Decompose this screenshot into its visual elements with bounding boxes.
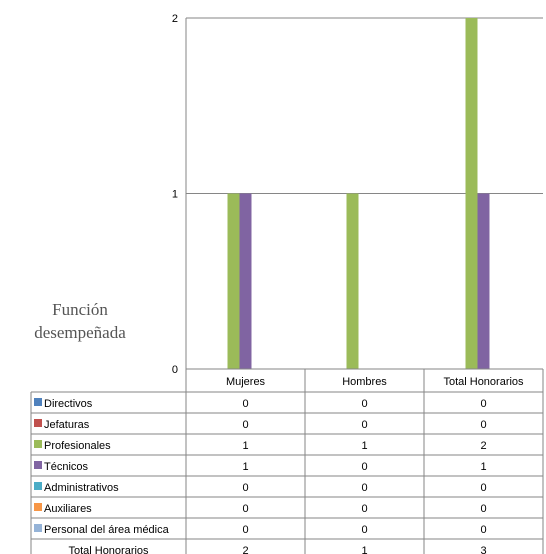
legend-key <box>34 482 42 490</box>
y-tick-label: 2 <box>172 13 178 25</box>
table-value: 3 <box>480 545 486 554</box>
table-value: 1 <box>480 461 486 473</box>
table-value: 0 <box>480 503 486 515</box>
legend-key <box>34 524 42 532</box>
table-value: 1 <box>361 440 367 452</box>
side-title-line1: Función <box>52 300 108 319</box>
table-value: 1 <box>242 440 248 452</box>
series-label: Profesionales <box>44 440 111 452</box>
table-value: 0 <box>242 419 248 431</box>
table-value: 0 <box>361 398 367 410</box>
table-value: 0 <box>480 524 486 536</box>
series-label: Personal del área médica <box>44 524 170 536</box>
series-label: Jefaturas <box>44 419 90 431</box>
y-tick-label: 0 <box>172 364 178 376</box>
table-value: 0 <box>361 524 367 536</box>
series-label: Directivos <box>44 398 93 410</box>
category-label: Total Honorarios <box>443 376 524 388</box>
table-value: 0 <box>361 419 367 431</box>
legend-key <box>34 398 42 406</box>
legend-key <box>34 503 42 511</box>
series-label: Técnicos <box>44 461 89 473</box>
legend-key <box>34 461 42 469</box>
table-value: 0 <box>242 524 248 536</box>
bar-3-0 <box>239 193 252 369</box>
bar-2-2 <box>465 18 478 369</box>
side-title-line2: desempeñada <box>34 323 126 342</box>
table-value: 1 <box>242 461 248 473</box>
side-title: Función desempeñada <box>10 298 150 344</box>
series-label: Administrativos <box>44 482 119 494</box>
legend-key <box>34 419 42 427</box>
bar-3-2 <box>477 193 490 369</box>
table-value: 0 <box>480 482 486 494</box>
table-value: 0 <box>242 482 248 494</box>
table-value: 0 <box>242 398 248 410</box>
table-value: 0 <box>242 503 248 515</box>
y-tick-label: 1 <box>172 189 178 201</box>
bar-2-0 <box>227 193 240 369</box>
table-value: 1 <box>361 545 367 554</box>
table-value: 0 <box>361 482 367 494</box>
category-label: Hombres <box>342 376 387 388</box>
table-value: 2 <box>480 440 486 452</box>
series-label: Auxiliares <box>44 503 92 515</box>
table-value: 0 <box>480 398 486 410</box>
table-value: 0 <box>480 419 486 431</box>
table-value: 0 <box>361 461 367 473</box>
legend-key <box>34 440 42 448</box>
table-value: 2 <box>242 545 248 554</box>
bar-2-1 <box>346 193 359 369</box>
category-label: Mujeres <box>226 376 266 388</box>
table-value: 0 <box>361 503 367 515</box>
series-label: Total Honorarios <box>68 545 149 554</box>
